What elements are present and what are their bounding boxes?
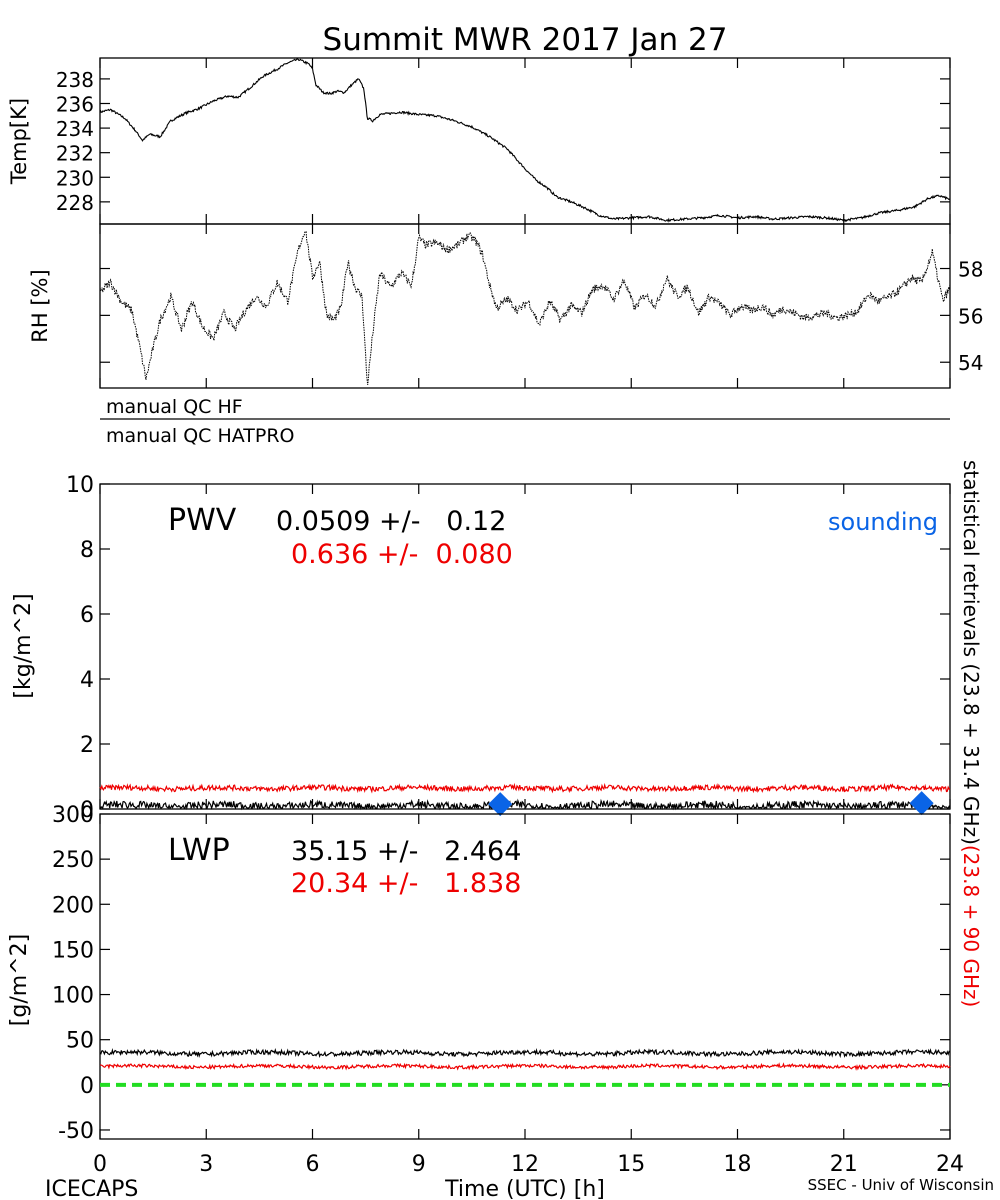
x-tick-label: 9 bbox=[412, 1152, 426, 1177]
rh-tick-labels: 54 56 58 bbox=[958, 258, 983, 376]
temp-series-line bbox=[99, 58, 951, 223]
lwp-tick-label: 100 bbox=[52, 984, 94, 1009]
temp-ticks bbox=[99, 58, 951, 224]
lwp-red-series bbox=[99, 1062, 951, 1071]
rh-series-line bbox=[99, 230, 951, 385]
sounding-marker bbox=[488, 792, 513, 817]
pwv-tick-label: 6 bbox=[80, 603, 94, 628]
pwv-red-series bbox=[99, 782, 951, 794]
lwp-tick-label: 300 bbox=[52, 803, 94, 828]
pwv-red-stat: 0.636 +/- 0.080 bbox=[291, 539, 513, 570]
pwv-tick-labels: 0 2 4 6 8 10 bbox=[66, 473, 94, 823]
pwv-tick-label: 4 bbox=[80, 668, 94, 693]
retrieval-side-label: statistical retrievals (23.8 + 31.4 GHz)… bbox=[959, 460, 983, 1007]
rh-tick-label: 58 bbox=[958, 258, 983, 282]
sounding-marker bbox=[909, 791, 934, 816]
pwv-black-stat: 0.0509 +/- 0.12 bbox=[276, 506, 506, 537]
lwp-tick-label: 150 bbox=[52, 938, 94, 963]
pwv-black-series bbox=[99, 798, 951, 811]
lwp-tick-label: 200 bbox=[52, 893, 94, 918]
sounding-markers bbox=[488, 791, 934, 817]
x-tick-label: 0 bbox=[93, 1152, 107, 1177]
rh-ticks bbox=[99, 224, 951, 388]
temp-tick-label: 238 bbox=[56, 68, 94, 92]
x-axis-label: Time (UTC) [h] bbox=[444, 1177, 605, 1200]
x-tick-label: 24 bbox=[936, 1152, 964, 1177]
lwp-tick-label: 50 bbox=[66, 1029, 94, 1054]
temp-plot-frame bbox=[99, 57, 951, 225]
lwp-tick-labels: -50 0 50 100 150 200 250 300 bbox=[52, 803, 94, 1144]
lwp-label: LWP bbox=[168, 833, 230, 868]
lwp-tick-label: -50 bbox=[58, 1119, 94, 1144]
temp-tick-label: 228 bbox=[56, 191, 94, 215]
pwv-tick-label: 0 bbox=[80, 798, 94, 823]
temp-tick-label: 236 bbox=[56, 92, 94, 116]
qc-label-hf: manual QC HF bbox=[106, 396, 243, 418]
chart-title: Summit MWR 2017 Jan 27 bbox=[323, 22, 728, 58]
rh-tick-label: 54 bbox=[958, 351, 983, 375]
qc-label-hatpro: manual QC HATPRO bbox=[106, 425, 295, 447]
rh-panel: 54 56 58 RH [%] bbox=[28, 223, 983, 389]
pwv-tick-label: 2 bbox=[80, 733, 94, 758]
lwp-tick-label: 250 bbox=[52, 848, 94, 873]
lwp-ticks bbox=[99, 813, 951, 1139]
rh-axis-label: RH [%] bbox=[28, 269, 52, 342]
retrieval-label-black: statistical retrievals (23.8 + 31.4 GHz) bbox=[959, 460, 983, 845]
x-tick-label: 18 bbox=[724, 1152, 752, 1177]
pwv-axis-label: [kg/m^2] bbox=[11, 593, 36, 698]
pwv-label: PWV bbox=[168, 503, 237, 538]
temp-tick-label: 234 bbox=[56, 117, 94, 141]
rh-tick-label: 56 bbox=[958, 304, 983, 328]
lwp-tick-label: 0 bbox=[80, 1074, 94, 1099]
pwv-tick-label: 8 bbox=[80, 538, 94, 563]
x-tick-label: 21 bbox=[830, 1152, 858, 1177]
temp-tick-label: 232 bbox=[56, 142, 94, 166]
lwp-black-series bbox=[99, 1047, 951, 1059]
x-tick-label: 12 bbox=[511, 1152, 539, 1177]
pwv-panel: 0 2 4 6 8 10 [kg/m^2] PWV 0.0509 +/- 0.12 0.6… bbox=[11, 473, 951, 823]
retrieval-label-red: (23.8 + 90 GHz) bbox=[959, 845, 983, 1007]
x-tick-labels: 0 3 6 9 12 15 18 21 24 bbox=[93, 1152, 964, 1177]
pwv-ticks bbox=[99, 483, 951, 810]
footer-left: ICECAPS bbox=[45, 1177, 138, 1200]
lwp-axis-label: [g/m^2] bbox=[7, 934, 32, 1026]
footer-right: SSEC - Univ of Wisconsin bbox=[808, 1176, 994, 1194]
sounding-legend: sounding bbox=[828, 508, 938, 536]
x-tick-label: 15 bbox=[617, 1152, 645, 1177]
lwp-black-stat: 35.15 +/- 2.464 bbox=[291, 836, 521, 867]
x-tick-label: 6 bbox=[306, 1152, 320, 1177]
pwv-tick-label: 10 bbox=[66, 473, 94, 498]
temp-tick-label: 230 bbox=[56, 166, 94, 190]
temp-axis-label: Temp[K] bbox=[7, 98, 31, 185]
x-tick-label: 3 bbox=[199, 1152, 213, 1177]
lwp-red-stat: 20.34 +/- 1.838 bbox=[291, 868, 521, 899]
